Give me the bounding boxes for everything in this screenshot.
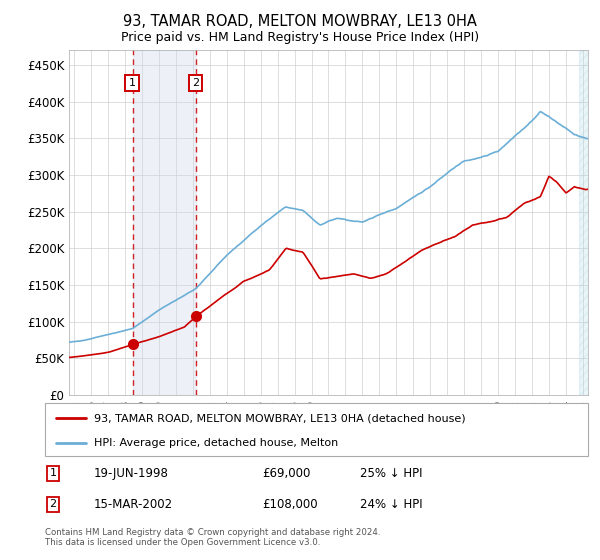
Text: 19-JUN-1998: 19-JUN-1998 (94, 467, 169, 480)
Text: £108,000: £108,000 (262, 498, 318, 511)
Text: 2: 2 (192, 78, 199, 88)
Text: 15-MAR-2002: 15-MAR-2002 (94, 498, 173, 511)
Text: 93, TAMAR ROAD, MELTON MOWBRAY, LE13 0HA: 93, TAMAR ROAD, MELTON MOWBRAY, LE13 0HA (123, 14, 477, 29)
Text: HPI: Average price, detached house, Melton: HPI: Average price, detached house, Melt… (94, 438, 338, 448)
Text: 2: 2 (50, 500, 57, 509)
Bar (133, 50, 196, 395)
Text: Contains HM Land Registry data © Crown copyright and database right 2024.: Contains HM Land Registry data © Crown c… (45, 528, 380, 537)
Text: 25% ↓ HPI: 25% ↓ HPI (360, 467, 422, 480)
Text: 1: 1 (128, 78, 136, 88)
Text: 1: 1 (50, 468, 56, 478)
Text: 93, TAMAR ROAD, MELTON MOWBRAY, LE13 0HA (detached house): 93, TAMAR ROAD, MELTON MOWBRAY, LE13 0HA… (94, 413, 466, 423)
Text: Price paid vs. HM Land Registry's House Price Index (HPI): Price paid vs. HM Land Registry's House … (121, 31, 479, 44)
Bar (578, 50, 588, 395)
Text: This data is licensed under the Open Government Licence v3.0.: This data is licensed under the Open Gov… (45, 538, 320, 547)
FancyBboxPatch shape (45, 403, 588, 456)
Text: £69,000: £69,000 (262, 467, 311, 480)
Text: 24% ↓ HPI: 24% ↓ HPI (360, 498, 422, 511)
